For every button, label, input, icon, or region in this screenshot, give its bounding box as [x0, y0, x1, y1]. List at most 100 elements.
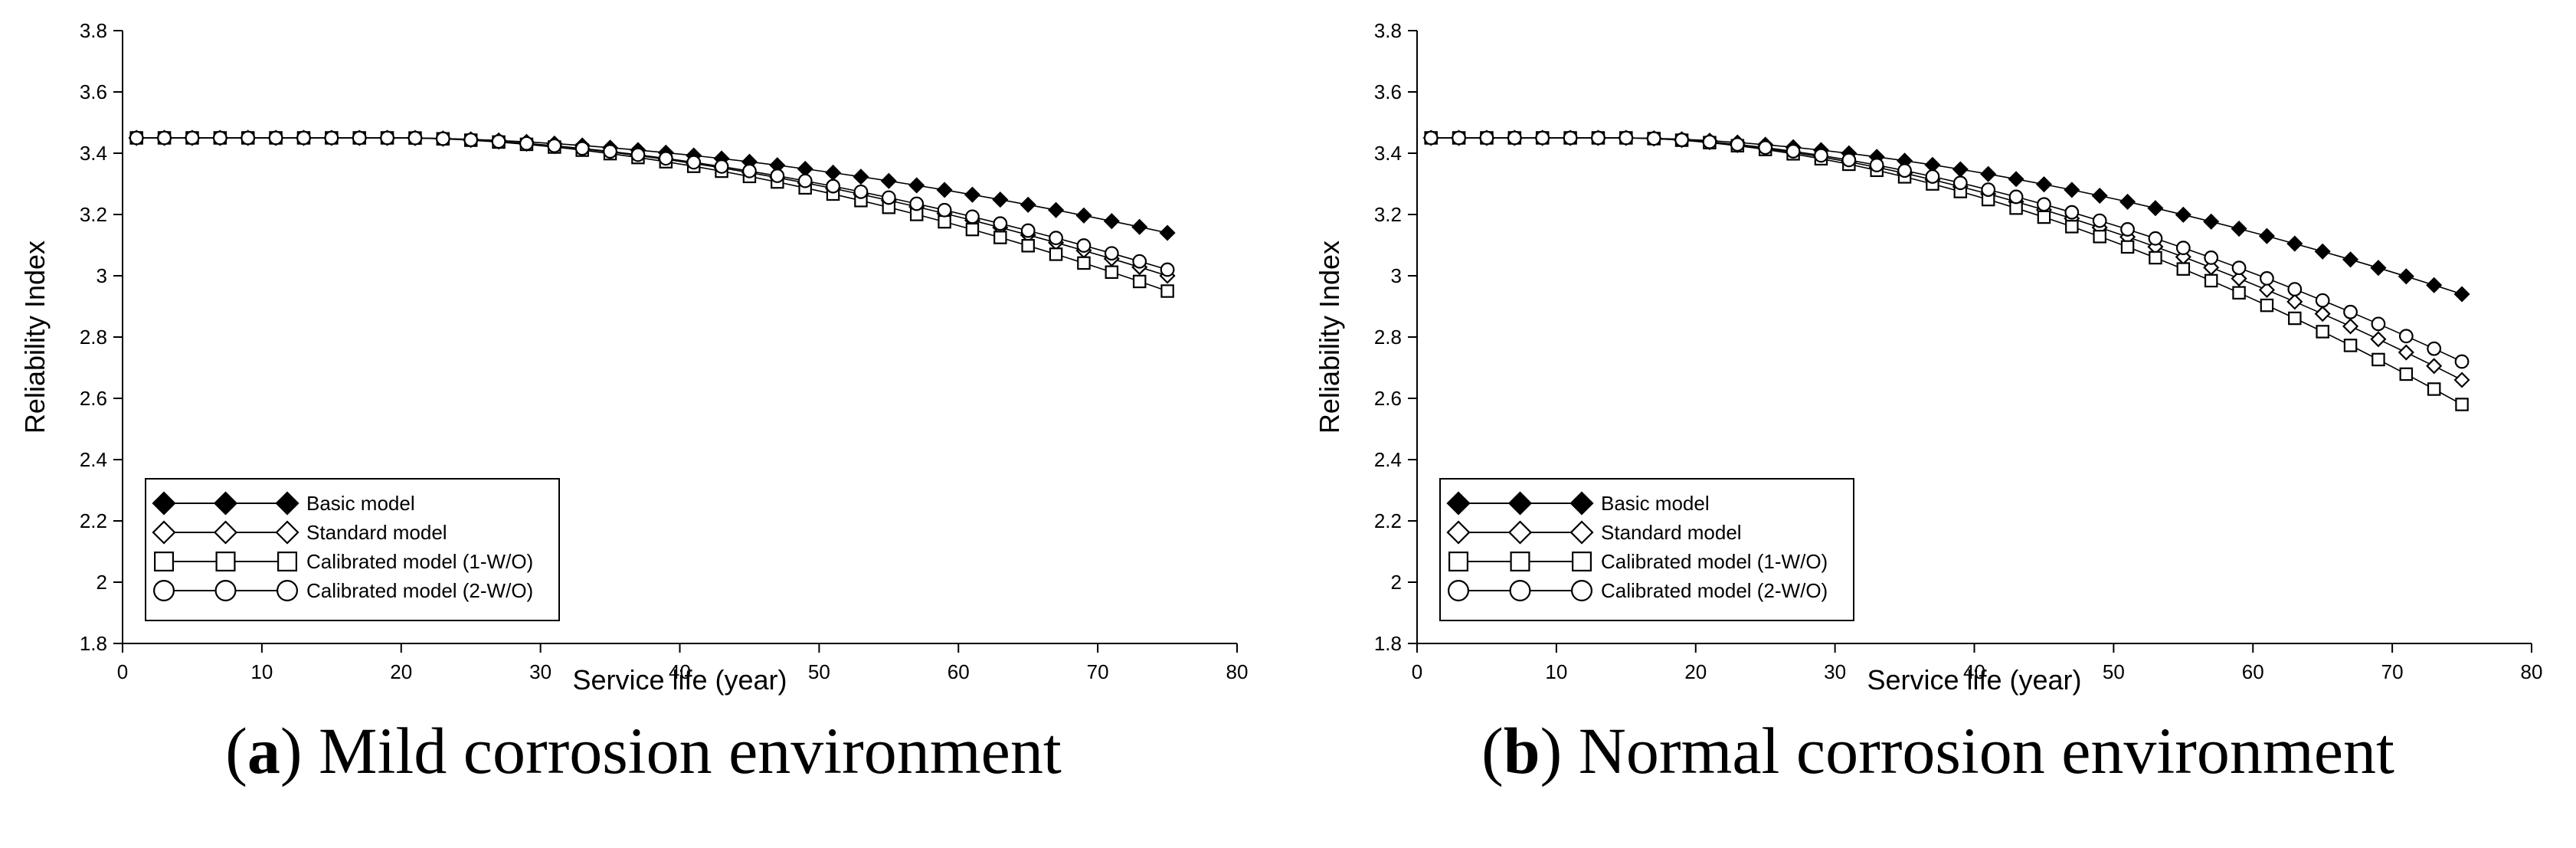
chart-a-y-tick-label: 3.8 — [80, 19, 107, 42]
chart-b-series-2-point — [2398, 344, 2414, 361]
chart-b-legend-marker-2 — [1569, 520, 1594, 545]
caption-a-text: Mild corrosion environment — [319, 714, 1062, 787]
chart-b-series-4-point — [2064, 205, 2080, 220]
chart-a-legend-label-1: Basic model — [306, 492, 415, 515]
chart-a-series-4-point — [965, 209, 980, 224]
chart-b-legend-marker-2 — [1446, 520, 1471, 545]
chart-b-series-4-point — [1591, 130, 1605, 146]
chart-a-series-3-point — [938, 214, 951, 229]
chart-b-x-tick-label: 60 — [2242, 660, 2264, 683]
chart-panel-a: 1.8 2 2.2 2.4 2.6 2.8 3 3.2 3.4 3.6 3.8 0 10 20 30 40 50… — [0, 0, 1287, 848]
chart-a-series-3-point — [965, 222, 980, 237]
chart-b-y-tick-label: 1.8 — [1374, 632, 1402, 655]
chart-b-legend-marker-1 — [1446, 491, 1471, 516]
chart-a-series-3-point — [993, 231, 1007, 244]
chart-b-series-3-point — [2204, 273, 2218, 288]
chart-a-legend-marker-1 — [275, 491, 299, 516]
chart-b-series-4-point — [1646, 131, 1661, 146]
chart-b-y-tick-label: 3.2 — [1374, 203, 1402, 226]
chart-a-legend-marker-3 — [215, 551, 236, 571]
chart-b-series-1-point — [2091, 187, 2108, 205]
chart-b-series-3-point — [2065, 220, 2079, 234]
chart-a-series-4-point — [574, 141, 590, 156]
chart-a-y-tick-label: 2.8 — [80, 326, 107, 349]
chart-a-y-tick-label: 3.2 — [80, 203, 107, 226]
chart-b-y-tick-label: 2 — [1391, 571, 1402, 594]
chart-a-y-tick-label: 2 — [97, 571, 107, 594]
chart-b-series-3-point — [2009, 201, 2023, 215]
chart-a-series-1-point — [1131, 218, 1148, 235]
chart-b-series-4-point — [2454, 354, 2470, 369]
chart-a-series-4-point — [157, 130, 172, 146]
chart-b-legend-marker-4 — [1509, 580, 1531, 601]
chart-b-series-3-point — [2316, 325, 2329, 339]
chart-a-series-3-point — [1049, 247, 1063, 261]
chart-b-series-1-point — [1980, 165, 1997, 182]
chart-a-series-4-point — [937, 202, 952, 218]
chart-b-series-4-point — [2148, 231, 2163, 246]
chart-b-legend-marker-1 — [1507, 491, 1533, 516]
chart-b-series-2-point — [2258, 281, 2275, 299]
chart-b-x-tick-label: 80 — [2521, 660, 2543, 683]
chart-b-series-4-point — [1897, 163, 1912, 178]
chart-a-series-1-point — [853, 169, 869, 185]
chart-a-y-tick-label: 3.6 — [80, 80, 107, 103]
chart-b-x-tick-label: 10 — [1545, 660, 1567, 683]
chart-a-series-4-point — [630, 147, 646, 162]
chart-a-series-3-point — [1077, 256, 1091, 270]
chart-b-legend-label-2: Standard model — [1601, 521, 1742, 544]
chart-a-series-line-3 — [136, 137, 1168, 292]
chart-b-series-4-point — [1841, 152, 1857, 168]
chart-a-x-tick-label: 70 — [1087, 660, 1109, 683]
chart-a-series-4-point — [1160, 262, 1175, 277]
chart-b-y-tick-label: 3 — [1391, 264, 1402, 287]
chart-b-series-4-point — [2092, 213, 2107, 228]
chart-b-svg: 1.8 2 2.2 2.4 2.6 2.8 3 3.2 3.4 3.6 3.8 0 10 20 30 40 50… — [1314, 19, 2543, 696]
chart-b-series-4-point — [1702, 134, 1717, 149]
chart-a-x-tick-label: 80 — [1226, 660, 1249, 683]
chart-b-series-4-point — [1563, 130, 1578, 146]
chart-b-series-4-point — [1925, 169, 1940, 184]
chart-a-series-line-2 — [136, 137, 1168, 277]
chart-a-series-4-point — [1132, 254, 1147, 269]
chart-b-series-1-point — [2258, 228, 2275, 244]
chart-a-series-line-1 — [136, 137, 1168, 234]
chart-b-series-3-point — [2120, 240, 2135, 254]
chart-a-series-4-point — [881, 190, 896, 205]
chart-a-x-tick-label: 0 — [117, 660, 128, 683]
chart-a-series-1-point — [1048, 201, 1065, 218]
chart-b-series-4-point — [2204, 250, 2219, 265]
chart-b-series-4-point — [2175, 241, 2191, 256]
chart-b-series-2-point — [2370, 331, 2387, 348]
chart-b-x-tick-label: 50 — [2103, 660, 2125, 683]
chart-b-series-line-1 — [1431, 137, 2463, 295]
chart-a-series-3-point — [1105, 265, 1119, 279]
chart-a-legend-label-2: Standard model — [306, 521, 447, 544]
chart-a-series-4-point — [658, 151, 673, 166]
chart-a-series-1-point — [1159, 224, 1176, 241]
chart-b-x-axis-label: Service life (year) — [1867, 664, 2081, 696]
chart-b-series-4-point — [2427, 341, 2442, 356]
chart-a-series-4-point — [993, 216, 1008, 231]
chart-a-series-4-point — [797, 173, 813, 188]
chart-a-legend-marker-4 — [277, 580, 298, 601]
chart-a-series-4-point — [1076, 238, 1092, 253]
chart-a-x-tick-label: 60 — [948, 660, 970, 683]
chart-b-series-1-point — [2119, 193, 2136, 210]
chart-b-y-tick-label: 3.8 — [1374, 19, 1402, 42]
chart-a-x-tick-label: 10 — [250, 660, 273, 683]
chart-a-y-tick-label: 2.4 — [80, 448, 107, 471]
chart-b-series-4-point — [2037, 197, 2051, 212]
chart-b-series-4-point — [2287, 282, 2303, 296]
chart-b-series-3-point — [2399, 367, 2414, 381]
chart-a-legend-label-4: Calibrated model (2-W/O) — [306, 579, 533, 602]
chart-b-y-tick-label: 3.4 — [1374, 142, 1402, 165]
chart-b-series-3-point — [2343, 339, 2358, 352]
chart-a-series-4-point — [380, 130, 394, 146]
chart-b-series-4-point — [2231, 260, 2247, 276]
chart-b-series-4-point — [1423, 130, 1439, 146]
chart-a-legend-marker-1 — [213, 491, 238, 516]
chart-a-series-1-point — [1103, 213, 1120, 230]
chart-b-series-2-point — [2286, 293, 2303, 310]
chart-a-series-4-point — [1020, 223, 1036, 238]
